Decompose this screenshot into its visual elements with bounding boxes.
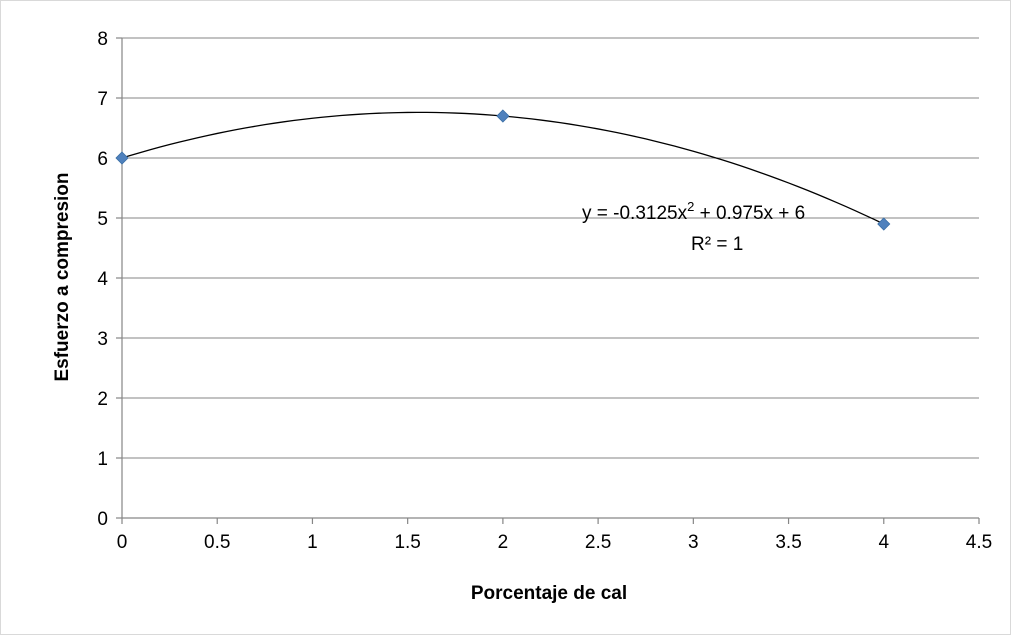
y-tick-label: 8 [97, 29, 108, 50]
x-tick-label: 3.5 [775, 532, 801, 553]
x-tick-group: 0 0.5 1 1.5 2 2.5 3 3.5 4 4.5 [117, 518, 992, 553]
trendline-equation: y = -0.3125x2 + 0.975x + 6 [582, 199, 805, 224]
x-tick-label: 0 [117, 532, 128, 553]
y-tick-label: 2 [97, 389, 108, 410]
y-tick-label: 4 [97, 269, 108, 290]
y-tick-label: 0 [97, 509, 108, 530]
data-point [115, 151, 129, 165]
data-point [877, 217, 891, 231]
y-tick-label: 6 [97, 149, 108, 170]
y-tick-label: 7 [97, 89, 108, 110]
x-axis-title: Porcentaje de cal [471, 583, 627, 604]
x-tick-label: 1.5 [394, 532, 420, 553]
y-tick-label: 5 [97, 209, 108, 230]
r-squared-label: R² = 1 [691, 234, 743, 255]
x-tick-label: 0.5 [204, 532, 230, 553]
equation-exponent: 2 [687, 199, 694, 214]
data-points [115, 109, 891, 231]
x-tick-label: 2.5 [585, 532, 611, 553]
y-axis-title: Esfuerzo a compresion [52, 172, 73, 381]
y-tick-label: 1 [97, 449, 108, 470]
x-tick-label: 2 [498, 532, 509, 553]
x-tick-label: 3 [688, 532, 699, 553]
x-tick-label: 4 [878, 532, 889, 553]
gridlines [122, 37, 979, 459]
y-tick-label: 3 [97, 329, 108, 350]
data-point [496, 109, 510, 123]
x-tick-label: 1 [307, 532, 318, 553]
x-tick-label: 4.5 [966, 532, 992, 553]
y-tick-group: 0 1 2 3 4 5 6 7 8 [97, 29, 122, 530]
